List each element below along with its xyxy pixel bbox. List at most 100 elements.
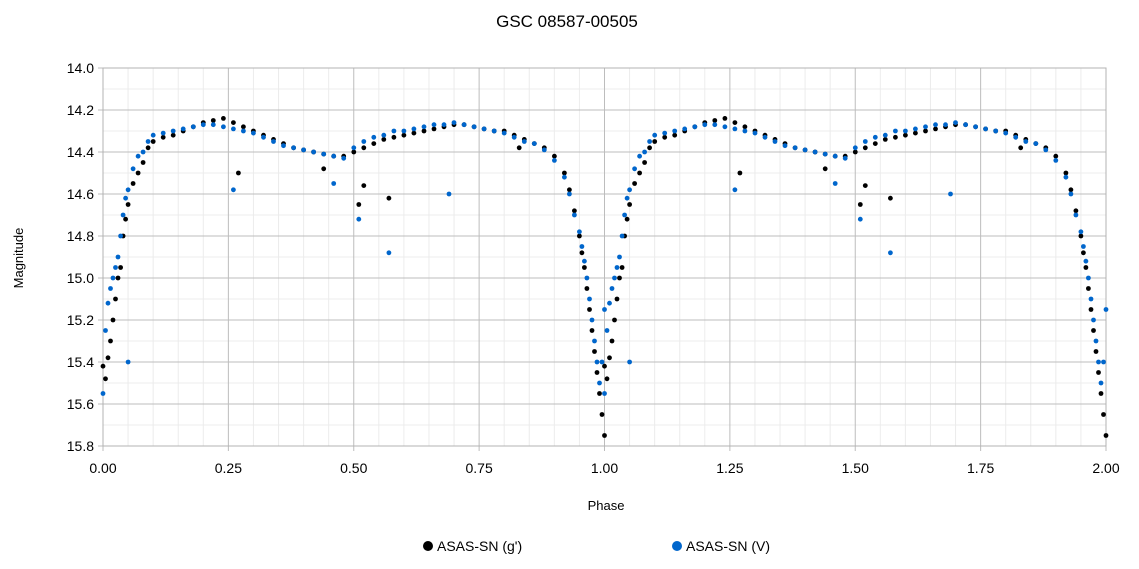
data-point-g — [589, 328, 595, 333]
data-point-v — [619, 233, 625, 239]
y-axis-label: Magnitude — [11, 228, 26, 289]
legend-item-v: ASAS-SN (V) — [672, 538, 770, 554]
y-tick-label: 15.2 — [67, 312, 94, 328]
data-points — [100, 116, 1109, 438]
data-point-v — [632, 166, 637, 172]
data-point-v — [617, 254, 622, 260]
data-point-v — [401, 128, 407, 134]
data-point-v — [647, 139, 652, 144]
data-point-v — [652, 132, 658, 138]
data-point-v — [923, 124, 928, 130]
data-point-v — [592, 338, 597, 344]
data-point-v — [637, 153, 642, 159]
data-point-v — [702, 122, 708, 128]
data-point-v — [431, 122, 437, 128]
data-point-v — [200, 122, 206, 128]
data-point-g — [552, 153, 557, 159]
data-point-v — [913, 126, 918, 132]
data-point-g — [567, 187, 572, 193]
data-point-v — [832, 153, 838, 159]
data-point-v — [1098, 380, 1104, 386]
data-point-v — [597, 380, 602, 386]
data-point-v — [511, 134, 517, 140]
data-point-g — [822, 166, 828, 172]
data-point-v — [552, 158, 557, 163]
data-point-v — [105, 300, 111, 306]
data-point-g — [1086, 286, 1091, 291]
data-point-g — [642, 160, 647, 165]
data-point-v — [562, 174, 567, 180]
data-point-g — [882, 137, 888, 142]
data-point-g — [619, 265, 625, 270]
data-point-v — [822, 151, 828, 157]
data-point-v — [170, 128, 176, 134]
data-point-v — [531, 141, 537, 147]
data-point-g — [923, 128, 928, 134]
data-point-v — [662, 130, 668, 136]
data-point-g — [371, 141, 377, 147]
data-point-v — [451, 120, 457, 125]
x-tick-label: 0.50 — [340, 460, 367, 476]
data-point-v — [1088, 296, 1094, 302]
data-point-v — [722, 124, 728, 130]
data-point-v — [607, 300, 612, 306]
x-axis-ticks: 0.00 0.25 0.50 0.75 1.00 1.25 1.50 1.75 2.00 — [89, 460, 1119, 476]
x-tick-label: 0.75 — [466, 460, 493, 476]
data-point-g — [118, 265, 123, 270]
data-point-g — [594, 370, 600, 375]
x-axis-label: Phase — [588, 498, 625, 513]
y-tick-label: 15.8 — [67, 438, 94, 454]
data-point-g — [712, 118, 718, 123]
data-point-v — [210, 122, 216, 128]
data-point-g — [612, 317, 617, 323]
data-point-g — [933, 126, 938, 132]
data-point-v — [1091, 317, 1096, 323]
data-point-v — [356, 216, 362, 222]
data-point-g — [123, 216, 128, 222]
data-point-g — [113, 296, 118, 302]
data-point-v — [852, 145, 858, 151]
data-point-v — [461, 122, 467, 128]
data-point-v — [1101, 359, 1106, 365]
x-tick-label: 1.25 — [716, 460, 743, 476]
data-point-g — [361, 145, 367, 151]
data-point-v — [682, 126, 688, 132]
data-point-v — [351, 145, 357, 151]
data-point-g — [652, 139, 658, 144]
data-point-v — [1086, 275, 1091, 281]
data-point-g — [356, 202, 362, 207]
y-axis-ticks: 14.0 14.2 14.4 14.6 14.8 15.0 15.2 15.4 15.6 15.8 — [67, 60, 94, 454]
data-point-v — [782, 143, 788, 149]
data-point-v — [1083, 258, 1089, 264]
x-tick-label: 1.75 — [967, 460, 994, 476]
data-point-g — [110, 317, 116, 323]
data-point-g — [614, 296, 620, 302]
data-point-v — [577, 229, 582, 235]
data-point-g — [572, 208, 577, 214]
data-point-v — [963, 122, 968, 128]
data-point-v — [933, 122, 938, 128]
y-tick-label: 14.6 — [67, 186, 94, 202]
data-point-g — [627, 202, 632, 207]
data-point-g — [617, 275, 622, 281]
data-point-v — [624, 195, 630, 201]
plot-frame — [102, 67, 1107, 447]
data-point-g — [662, 134, 668, 140]
data-point-v — [627, 187, 632, 193]
data-point-v — [609, 286, 615, 291]
data-point-v — [604, 328, 610, 333]
data-point-v — [612, 275, 617, 281]
legend-label-v: ASAS-SN (V) — [686, 538, 770, 554]
data-point-g — [599, 412, 605, 417]
data-point-v — [642, 149, 647, 155]
data-point-v — [231, 187, 236, 193]
data-point-v — [391, 128, 397, 134]
data-point-g — [170, 132, 176, 138]
data-point-g — [737, 170, 743, 176]
data-point-g — [913, 130, 918, 136]
data-point-v — [903, 128, 908, 134]
data-point-g — [210, 118, 216, 123]
data-point-v — [1078, 229, 1084, 235]
y-tick-label: 15.4 — [67, 354, 94, 370]
